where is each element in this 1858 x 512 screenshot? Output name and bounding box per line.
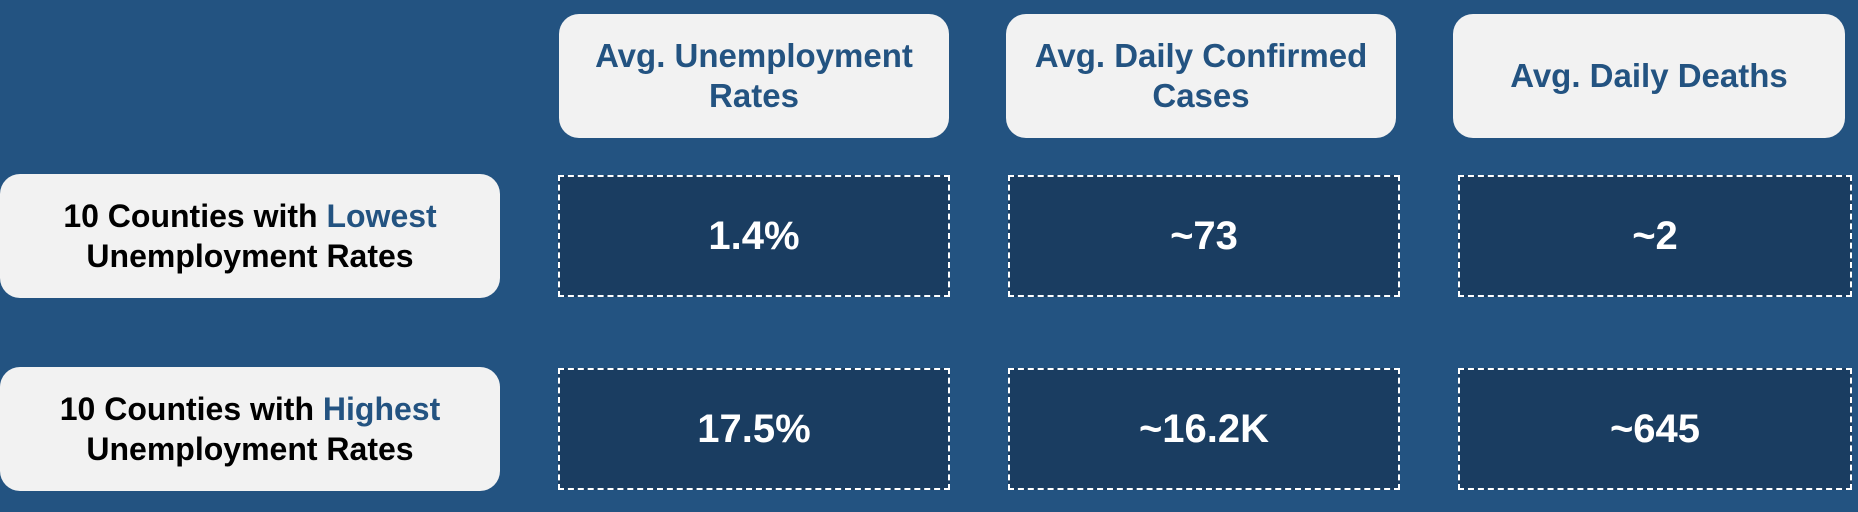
row-label-prefix: 10 Counties with	[59, 391, 314, 427]
value-lowest-daily-cases: ~73	[1008, 175, 1400, 297]
column-header-daily-deaths: Avg. Daily Deaths	[1453, 14, 1845, 138]
value-highest-unemployment: 17.5%	[558, 368, 950, 490]
row-label-suffix: Unemployment Rates	[86, 431, 414, 467]
row-label-lowest: 10 Counties with Lowest Unemployment Rat…	[0, 174, 500, 298]
column-header-daily-cases: Avg. Daily Confirmed Cases	[1006, 14, 1396, 138]
row-label-prefix: 10 Counties with	[63, 198, 318, 234]
value-highest-daily-cases: ~16.2K	[1008, 368, 1400, 490]
row-label-accent: Highest	[322, 391, 441, 427]
column-header-unemployment: Avg. Unemployment Rates	[559, 14, 949, 138]
value-lowest-unemployment: 1.4%	[558, 175, 950, 297]
value-highest-daily-deaths: ~645	[1458, 368, 1852, 490]
value-lowest-daily-deaths: ~2	[1458, 175, 1852, 297]
row-label-highest: 10 Counties with Highest Unemployment Ra…	[0, 367, 500, 491]
row-label-accent: Lowest	[326, 198, 437, 234]
row-label-suffix: Unemployment Rates	[86, 238, 414, 274]
